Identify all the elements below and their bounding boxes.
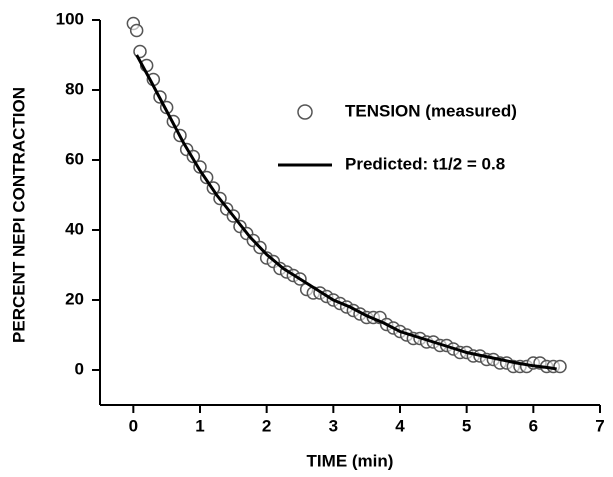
y-tick-label: 40: [65, 219, 84, 238]
x-tick-label: 1: [195, 416, 204, 435]
y-tick-label: 60: [65, 149, 84, 168]
marker: [133, 44, 147, 59]
y-tick-label: 80: [65, 79, 84, 98]
x-tick-label: 7: [595, 416, 604, 435]
x-tick-label: 3: [329, 416, 338, 435]
y-axis-label: PERCENT NEPI CONTRACTION: [9, 87, 28, 343]
y-tick-label: 100: [56, 9, 84, 28]
predicted-line: [135, 54, 557, 371]
x-axis-label: TIME (min): [307, 451, 394, 470]
x-tick-label: 5: [462, 416, 471, 435]
legend-label: Predicted: t1/2 = 0.8: [345, 154, 505, 173]
x-tick-label: 4: [395, 416, 405, 435]
legend-swatch: [297, 104, 313, 120]
x-tick-label: 6: [529, 416, 538, 435]
y-tick-label: 20: [65, 289, 84, 308]
x-tick-label: 0: [129, 416, 138, 435]
y-tick-label: 0: [75, 359, 84, 378]
marker: [553, 359, 567, 374]
x-tick-label: 2: [262, 416, 271, 435]
marker: [129, 23, 144, 38]
legend-label: TENSION (measured): [345, 101, 517, 120]
